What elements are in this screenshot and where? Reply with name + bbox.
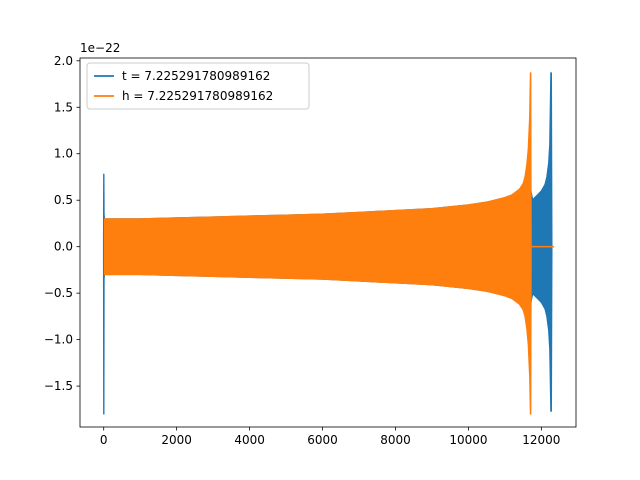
- x-tick-label: 10000: [449, 433, 487, 447]
- y-tick-label: 1.5: [54, 100, 73, 114]
- y-tick-label: −0.5: [44, 286, 73, 300]
- x-tick-label: 8000: [380, 433, 411, 447]
- axes-frame: [79, 57, 577, 428]
- legend-label: t = 7.225291780989162: [122, 69, 270, 83]
- x-tick-label: 2000: [161, 433, 192, 447]
- x-tick-label: 6000: [307, 433, 338, 447]
- y-tick-label: 2.0: [54, 54, 73, 68]
- series-h: [103, 72, 554, 415]
- plot-area: [102, 72, 554, 415]
- x-tick-label: 4000: [234, 433, 265, 447]
- axes: [79, 57, 577, 428]
- x-tick-label: 0: [100, 433, 108, 447]
- legend-label: h = 7.225291780989162: [122, 89, 273, 103]
- y-tick-label: 0.0: [54, 240, 73, 254]
- legend-box: [86, 62, 310, 110]
- y-tick-label: −1.5: [44, 379, 73, 393]
- y-tick-label: 1.0: [54, 147, 73, 161]
- y-tick-label: −1.0: [44, 333, 73, 347]
- y-offset-text: 1e−22: [80, 41, 120, 55]
- y-tick-label: 0.5: [54, 193, 73, 207]
- ticks: 0 2000 4000 6000 8000 10000 12000 2.0 1.5 1.0 0.5 0…: [44, 54, 561, 447]
- x-tick-label: 12000: [522, 433, 560, 447]
- legend: t = 7.225291780989162 h = 7.2252917809891…: [86, 62, 310, 110]
